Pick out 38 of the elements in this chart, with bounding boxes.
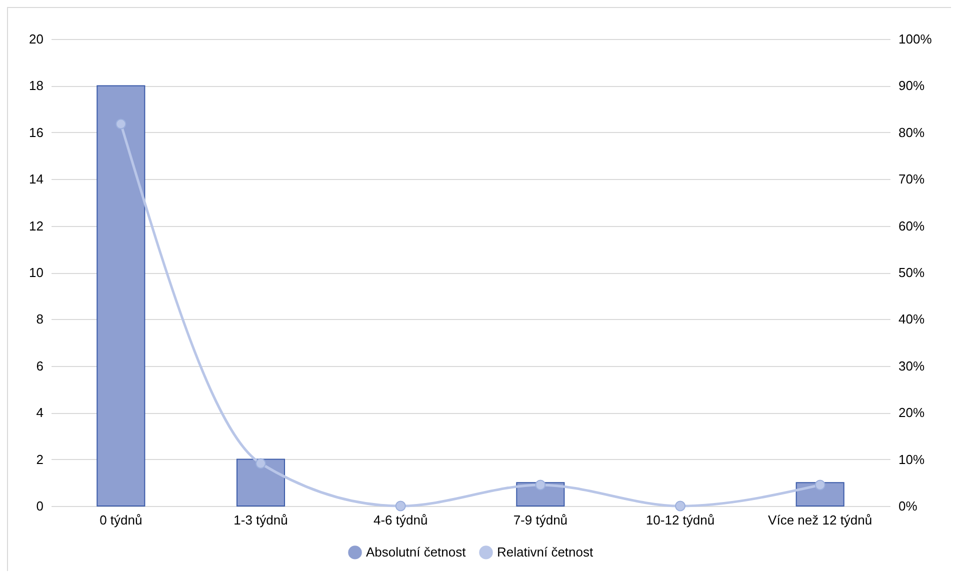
y-tick-label: 2 bbox=[36, 452, 44, 467]
point bbox=[675, 500, 686, 512]
point bbox=[814, 480, 826, 490]
legend-label: Relativní četnost bbox=[497, 544, 594, 560]
point bbox=[256, 458, 266, 469]
x-tick-label: 1-3 týdnů bbox=[234, 512, 288, 528]
bar bbox=[96, 85, 146, 506]
y-tick-label: 16 bbox=[29, 124, 44, 140]
bar bbox=[236, 458, 286, 506]
y-tick-label: 20 bbox=[29, 32, 44, 46]
y2-tick-label: 60% bbox=[898, 218, 925, 234]
y2-tick-label: 0% bbox=[898, 498, 918, 514]
point bbox=[395, 500, 406, 512]
x-tick-label: 10-12 týdnů bbox=[646, 512, 715, 528]
y2-tick-label: 90% bbox=[898, 78, 925, 94]
legend-label: Absolutní četnost bbox=[366, 544, 466, 560]
y-tick-label: 14 bbox=[29, 172, 44, 187]
x-tick-label: 4-6 týdnů bbox=[373, 512, 428, 528]
x-tick-label: 7-9 týdnů bbox=[513, 512, 568, 528]
y-tick-label: 0 bbox=[36, 498, 44, 514]
y-tick-label: 4 bbox=[36, 405, 44, 420]
y2-tick-label: 100% bbox=[898, 32, 932, 46]
y2-tick-label: 70% bbox=[898, 172, 925, 187]
y2-tick-label: 50% bbox=[898, 265, 925, 280]
y2-tick-label: 30% bbox=[898, 358, 925, 374]
point bbox=[535, 480, 546, 490]
y-tick-label: 18 bbox=[29, 78, 44, 94]
y2-tick-label: 40% bbox=[898, 312, 925, 327]
y-tick-label: 8 bbox=[36, 312, 44, 327]
y2-tick-label: 20% bbox=[898, 405, 925, 420]
y-tick-label: 10 bbox=[29, 265, 44, 280]
x-tick-label: Více než 12 týdnů bbox=[768, 512, 872, 528]
y-tick-label: 6 bbox=[36, 358, 44, 374]
x-tick-label: 0 týdnů bbox=[100, 512, 142, 528]
y2-tick-label: 10% bbox=[898, 452, 925, 467]
y-tick-label: 12 bbox=[29, 218, 44, 234]
y2-tick-label: 80% bbox=[898, 124, 925, 140]
point bbox=[116, 118, 126, 130]
